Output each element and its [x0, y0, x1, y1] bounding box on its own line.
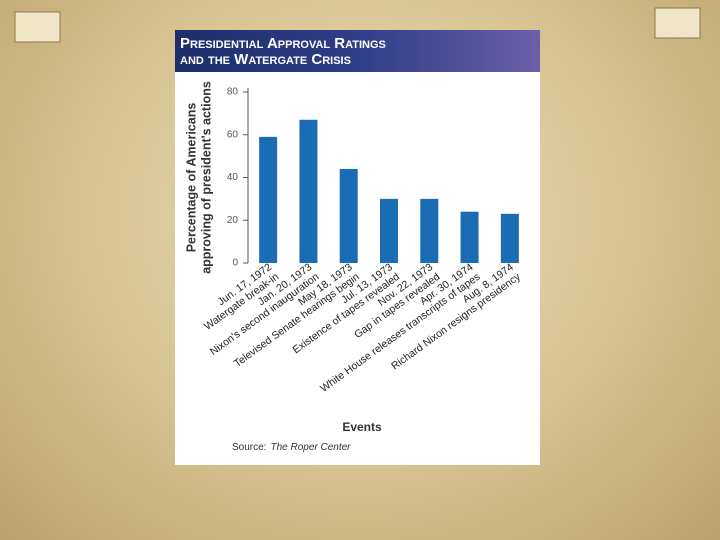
source-label: Source:: [232, 442, 266, 453]
y-tick-label: 20: [227, 215, 239, 226]
bar: [380, 198, 398, 263]
y-axis-label: approving of president's actions: [199, 81, 213, 274]
bar: [339, 168, 358, 263]
bar: [259, 136, 278, 263]
title-bar: [175, 30, 540, 72]
y-tick-label: 40: [227, 172, 239, 183]
bar: [420, 198, 439, 263]
bar: [299, 119, 318, 263]
y-tick-label: 60: [227, 129, 239, 140]
source: Source: The Roper Center: [232, 442, 351, 453]
chart-title: and the Watergate Crisis: [180, 51, 351, 68]
y-tick-label: 0: [232, 258, 238, 269]
corner-icon: [14, 11, 61, 43]
bar: [460, 211, 479, 263]
chart-title: Presidential Approval Ratings: [180, 35, 386, 52]
source-name: The Roper Center: [270, 442, 351, 453]
x-axis-label: Events: [342, 420, 382, 434]
y-tick-label: 80: [227, 87, 239, 98]
bar: [500, 213, 519, 263]
y-axis-label: Percentage of Americans: [184, 103, 198, 253]
corner-icon: [654, 7, 701, 39]
